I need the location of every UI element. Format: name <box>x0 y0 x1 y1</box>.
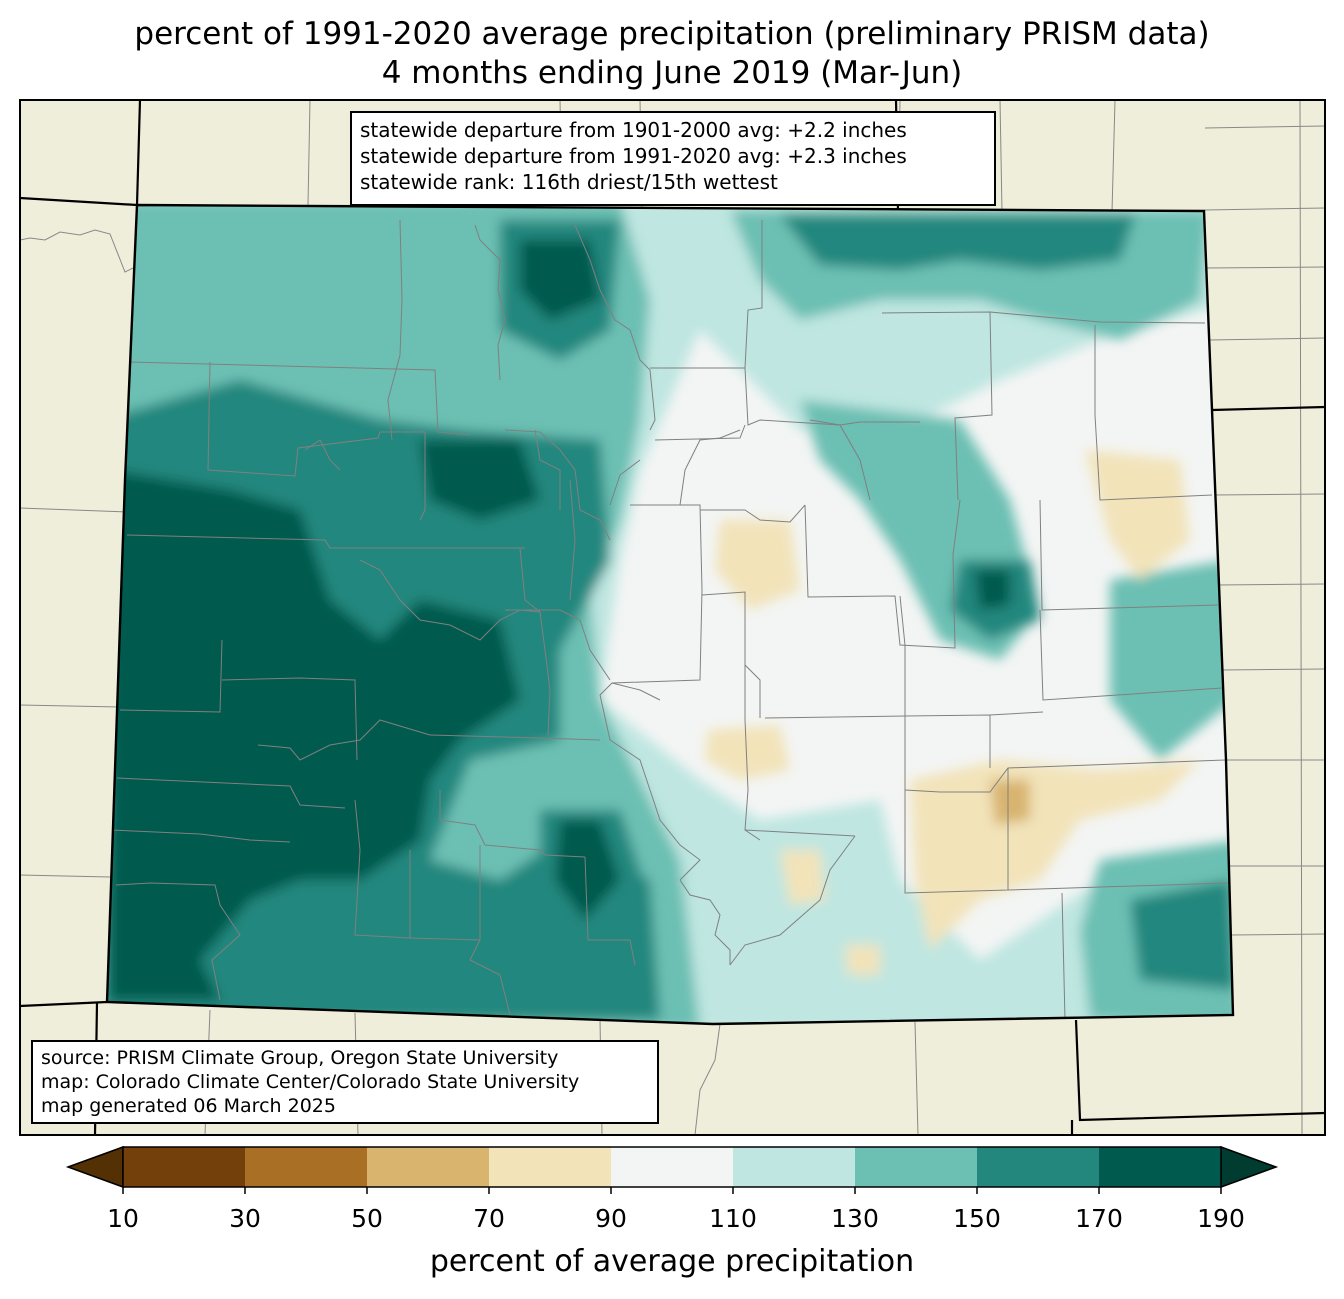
colorbar-tick-label: 190 <box>1197 1204 1245 1233</box>
colorbar-tick-label: 50 <box>351 1204 383 1233</box>
precip-region <box>845 945 880 975</box>
colorbar-outline <box>122 1146 1222 1188</box>
colorbar-bin-0 <box>123 1147 245 1187</box>
colorbar-bin-7 <box>977 1147 1099 1187</box>
colorbar-tick-label: 150 <box>953 1204 1001 1233</box>
precip-region <box>110 470 520 1000</box>
colorbar-under-arrow <box>65 1145 124 1189</box>
colorbar-bin-8 <box>1099 1147 1221 1187</box>
precip-region <box>990 780 1030 825</box>
county-lines <box>109 219 1229 1021</box>
statewide-stats-box: statewide departure from 1901-2000 avg: … <box>350 111 996 206</box>
stats-departure-1991: statewide departure from 1991-2020 avg: … <box>360 144 907 168</box>
precip-region <box>520 240 600 320</box>
precip-region <box>705 725 790 780</box>
colorbar-tick-label: 170 <box>1075 1204 1123 1233</box>
precip-region <box>780 215 1135 270</box>
precip-region <box>1110 560 1233 760</box>
colorbar-over-arrow <box>1220 1145 1279 1189</box>
source-prism: source: PRISM Climate Group, Oregon Stat… <box>41 1047 559 1069</box>
source-box: source: PRISM Climate Group, Oregon Stat… <box>31 1040 659 1124</box>
precip-region <box>910 760 1200 950</box>
colorbar-tick-label: 130 <box>831 1204 879 1233</box>
colorbar-bin-1 <box>245 1147 367 1187</box>
colorbar-tick-label: 30 <box>229 1204 261 1233</box>
colorbar-bin-2 <box>367 1147 489 1187</box>
colorbar-bin-4 <box>611 1147 733 1187</box>
colorbar-tick-label: 90 <box>595 1204 627 1233</box>
precip-region <box>420 440 540 520</box>
precip-region <box>975 570 1010 610</box>
precip-region <box>715 520 800 610</box>
source-generated-date: map generated 06 March 2025 <box>41 1095 336 1117</box>
stats-departure-1901: statewide departure from 1901-2000 avg: … <box>360 118 907 142</box>
map-subtitle: 4 months ending June 2019 (Mar-Jun) <box>381 55 963 91</box>
source-map-credit: map: Colorado Climate Center/Colorado St… <box>41 1071 580 1093</box>
colorbar <box>65 1145 1279 1194</box>
precip-region <box>555 820 620 920</box>
colorbar-tick-label: 10 <box>107 1204 139 1233</box>
colorbar-tick-label: 110 <box>709 1204 757 1233</box>
precip-region <box>1085 450 1190 580</box>
colorbar-bin-6 <box>855 1147 977 1187</box>
stats-rank: statewide rank: 116th driest/15th wettes… <box>360 170 778 194</box>
map-title: percent of 1991-2020 average precipitati… <box>134 16 1210 52</box>
colorbar-tick-label: 70 <box>473 1204 505 1233</box>
colorbar-bin-3 <box>489 1147 611 1187</box>
precip-region <box>780 850 825 905</box>
map-frame <box>19 99 1326 1136</box>
precip-region <box>1130 880 1233 990</box>
precipitation-field <box>107 205 1233 1024</box>
colorado-border <box>105 203 1235 1026</box>
colorbar-title: percent of average precipitation <box>429 1244 915 1279</box>
colorbar-bin-5 <box>733 1147 855 1187</box>
